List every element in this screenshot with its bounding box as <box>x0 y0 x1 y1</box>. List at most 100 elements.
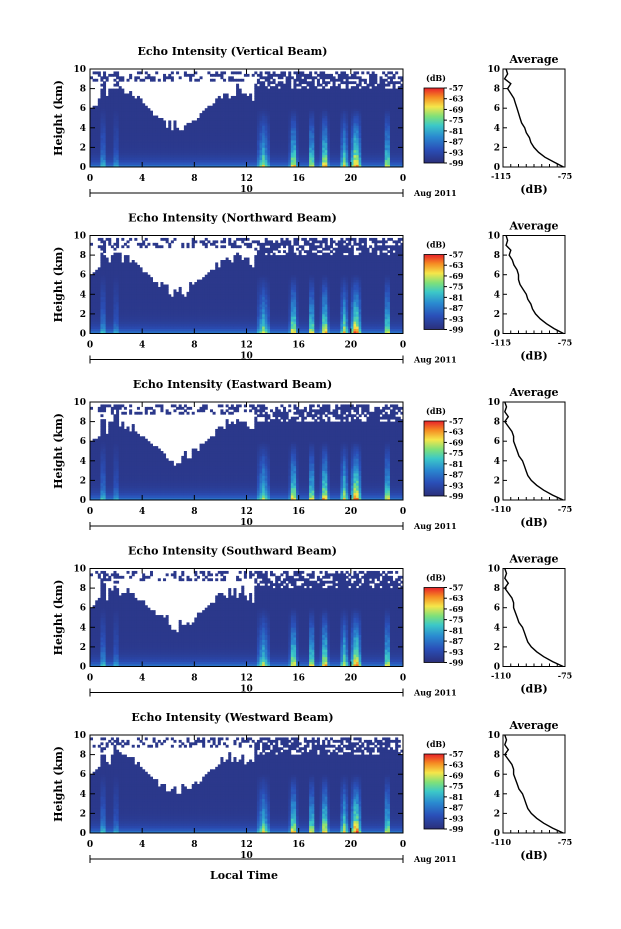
heatmap-cell <box>340 147 344 151</box>
heatmap-cell <box>110 277 114 280</box>
heatmap-cell <box>108 135 112 138</box>
heatmap-cell <box>136 267 140 271</box>
heatmap-cell <box>142 157 146 161</box>
heatmap-cell <box>369 73 373 77</box>
heatmap-cell <box>183 318 187 322</box>
heatmap-cell <box>382 83 386 87</box>
heatmap-cell <box>269 105 273 109</box>
heatmap-cell <box>157 313 161 317</box>
heatmap-cell <box>139 318 143 322</box>
heatmap-cell <box>105 328 109 332</box>
heatmap-cell <box>335 103 339 107</box>
heatmap-cell <box>392 95 396 99</box>
heatmap-cell <box>356 142 360 146</box>
heatmap-cell <box>92 321 96 325</box>
heatmap-cell <box>392 113 396 116</box>
heatmap-cell <box>246 73 250 77</box>
heatmap-cell <box>110 284 114 288</box>
heatmap-cell <box>95 78 99 82</box>
heatmap-cell <box>170 301 174 305</box>
heatmap-cell <box>163 296 167 300</box>
heatmap-cell <box>332 157 336 161</box>
heatmap-cell <box>298 110 302 114</box>
heatmap-cell <box>353 105 357 109</box>
heatmap-cell <box>369 154 373 158</box>
heatmap-cell <box>168 164 172 168</box>
heatmap-cell <box>376 98 380 102</box>
heatmap-cell <box>379 130 383 134</box>
heatmap-cell <box>90 115 94 119</box>
heatmap-cell <box>189 311 193 315</box>
heatmap-cell <box>350 103 354 107</box>
heatmap-cell <box>217 103 221 107</box>
heatmap-cell <box>236 152 240 156</box>
colorbar-tick-label: -63 <box>449 94 464 104</box>
heatmap-cell <box>144 76 148 80</box>
heatmap-cell <box>301 132 305 136</box>
heatmap-cell <box>110 279 114 283</box>
heatmap-cell <box>142 296 146 300</box>
heatmap-cell <box>207 149 211 153</box>
heatmap-cell <box>400 95 404 99</box>
heatmap-cell <box>131 154 135 158</box>
heatmap-cell <box>264 149 268 153</box>
heatmap-cell <box>90 162 94 165</box>
heatmap-cell <box>327 95 331 99</box>
heatmap-cell <box>95 127 99 131</box>
heatmap-cell <box>139 294 143 298</box>
heatmap-cell <box>345 83 349 87</box>
heatmap-cell <box>199 282 203 285</box>
heatmap-cell <box>254 125 258 129</box>
heatmap-cell <box>110 125 114 129</box>
heatmap-cell <box>95 110 99 114</box>
heatmap-cell <box>314 135 318 138</box>
heatmap-cell <box>168 132 172 136</box>
heatmap-cell <box>160 120 164 124</box>
heatmap-cell <box>223 132 227 136</box>
heatmap-cell <box>189 304 193 307</box>
heatmap-cell <box>254 154 258 158</box>
heatmap-cell <box>194 78 198 82</box>
heatmap-cell <box>327 76 331 80</box>
heatmap-cell <box>217 164 221 168</box>
heatmap-cell <box>110 137 114 141</box>
heatmap-cell <box>126 140 130 143</box>
heatmap-cell <box>290 162 294 165</box>
heatmap-cell <box>160 125 164 129</box>
heatmap-cell <box>100 282 104 285</box>
heatmap-cell <box>251 159 255 163</box>
heatmap-cell <box>371 95 375 99</box>
heatmap-cell <box>392 108 396 112</box>
heatmap-cell <box>384 154 388 158</box>
heatmap-cell <box>126 318 130 322</box>
heatmap-cell <box>149 147 153 151</box>
heatmap-cell <box>272 100 276 104</box>
colorbar <box>423 87 445 164</box>
heatmap-cell <box>358 142 362 146</box>
heatmap-cell <box>363 125 367 129</box>
heatmap-cell <box>105 311 109 315</box>
heatmap-cell <box>118 269 122 273</box>
heatmap-cell <box>152 149 156 153</box>
heatmap-cell <box>267 93 271 97</box>
heatmap-cell <box>264 157 268 161</box>
heatmap-cell <box>301 95 305 99</box>
heatmap-cell <box>233 122 237 126</box>
heatmap-cell <box>168 157 172 161</box>
heatmap-cell <box>100 255 104 258</box>
heatmap-cell <box>147 76 151 80</box>
heatmap-cell <box>209 144 213 148</box>
heatmap-cell <box>103 115 107 119</box>
heatmap-cell <box>121 321 125 325</box>
heatmap-cell <box>371 93 375 97</box>
heatmap-cell <box>157 306 161 310</box>
heatmap-cell <box>230 100 234 104</box>
heatmap-cell <box>136 135 140 138</box>
panel-title: Echo Intensity (Northward Beam) <box>128 212 337 225</box>
heatmap-cell <box>123 272 127 276</box>
heatmap-cell <box>215 103 219 107</box>
heatmap-cell <box>97 103 101 107</box>
heatmap-cell <box>199 154 203 158</box>
heatmap-cell <box>246 110 250 114</box>
heatmap-cell <box>90 323 94 327</box>
